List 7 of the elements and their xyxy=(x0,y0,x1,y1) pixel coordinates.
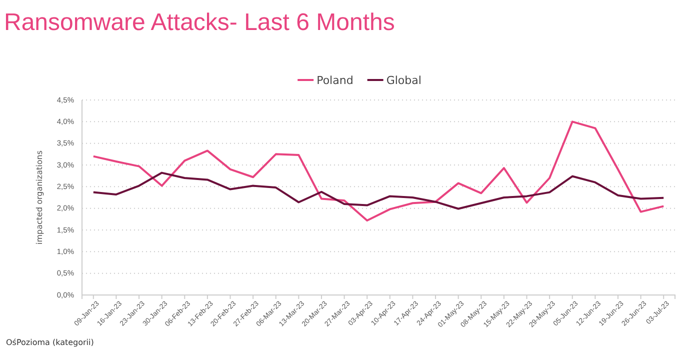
legend-label: Global xyxy=(386,74,422,87)
text: OśPozioma (kategorii) xyxy=(6,338,94,347)
legend-label: Poland xyxy=(316,74,354,87)
chart-title: Ransomware Attacks- Last 6 Months xyxy=(4,9,395,36)
y-axis-title: impacted organizations xyxy=(35,150,44,244)
line-series xyxy=(92,120,665,222)
line-series xyxy=(92,172,665,210)
